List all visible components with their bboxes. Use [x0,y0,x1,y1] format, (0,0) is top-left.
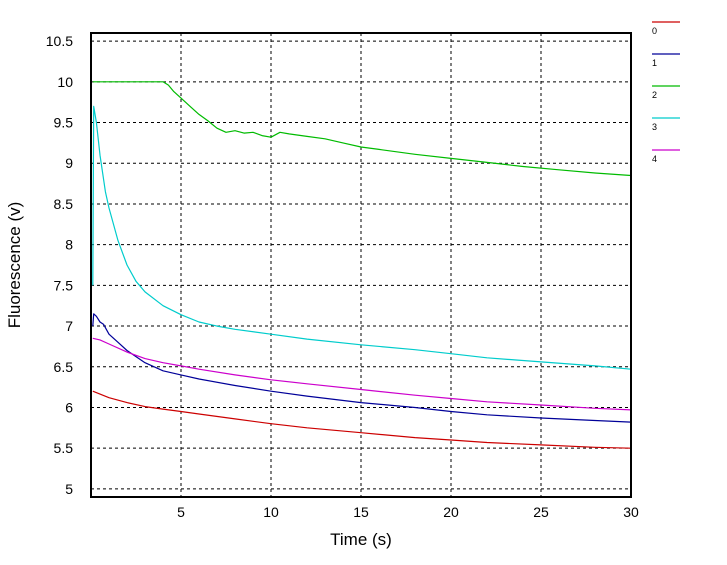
series-line-3 [92,105,632,370]
y-tick-label: 8.5 [54,196,74,212]
legend: 0 1 2 3 4 [652,21,680,164]
series-line-1 [92,313,632,423]
y-tick-label: 8 [65,237,73,253]
series-line-4 [92,337,632,411]
x-tick-label: 20 [443,504,459,520]
y-tick-label: 7.5 [54,277,74,293]
x-tick-label: 25 [533,504,549,520]
y-tick-label: 7 [65,318,73,334]
series-layer [92,81,632,449]
legend-label-2: 2 [652,90,657,100]
y-tick-label: 9.5 [54,115,74,131]
series-line-2 [92,81,632,177]
legend-label-4: 4 [652,154,657,164]
y-tick-label: 10.5 [46,33,73,49]
x-tick-label: 15 [353,504,369,520]
y-tick-label: 6 [65,399,73,415]
plot-frame [90,32,632,498]
legend-label-3: 3 [652,122,657,132]
legend-label-0: 0 [652,26,657,36]
x-axis-title: Time (s) [330,530,392,549]
y-tick-label: 9 [65,155,73,171]
x-tick-label: 5 [177,504,185,520]
tick-labels: 5 10 15 20 25 30 5 5.5 6 6.5 7 7.5 8 8.5 9 9.5 10 10.5 [46,33,639,520]
legend-label-1: 1 [652,58,657,68]
y-tick-label: 6.5 [54,359,74,375]
x-tick-label: 10 [263,504,279,520]
x-tick-label: 30 [623,504,639,520]
y-tick-label: 5.5 [54,440,74,456]
y-tick-label: 5 [65,481,73,497]
y-axis-title: Fluorescence (v) [5,202,24,329]
grid-layer [91,33,631,497]
y-tick-label: 10 [57,74,73,90]
series-line-0 [92,390,632,449]
